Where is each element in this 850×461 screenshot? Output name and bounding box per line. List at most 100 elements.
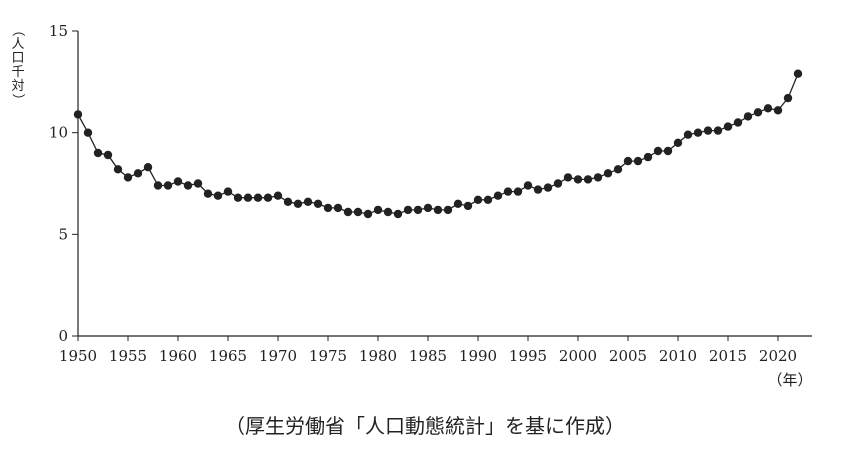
data-point — [193, 179, 203, 188]
data-point — [613, 165, 623, 174]
data-point — [403, 205, 413, 215]
data-point — [653, 146, 663, 156]
y-tick-label: 5 — [58, 225, 68, 243]
data-point — [383, 207, 393, 217]
data-point — [343, 207, 353, 217]
x-tick-label: 1965 — [209, 347, 247, 365]
x-ticks: 1950 1955 1960 1965 1970 1975 1980 1985 1990 1995… — [59, 336, 797, 365]
data-point — [603, 169, 613, 178]
data-point — [143, 163, 153, 172]
data-point — [323, 203, 333, 213]
data-point — [153, 181, 163, 190]
data-point — [743, 112, 753, 121]
data-point — [123, 173, 133, 182]
data-point — [183, 181, 193, 190]
data-point — [583, 175, 593, 184]
x-tick-label: 1980 — [359, 347, 397, 365]
data-point — [133, 169, 143, 178]
data-point — [763, 104, 773, 113]
source-note: （厚生労働省「人口動態統計」を基に作成） — [225, 414, 625, 438]
data-point — [423, 203, 433, 213]
data-point — [623, 156, 633, 166]
data-point — [593, 173, 603, 182]
data-point — [673, 138, 683, 147]
y-tick-label: 0 — [58, 327, 68, 345]
data-point — [413, 205, 423, 215]
data-point — [513, 187, 523, 196]
data-point — [663, 146, 673, 156]
data-point — [643, 152, 653, 162]
x-tick-label: 1955 — [109, 347, 147, 365]
x-tick-label: 1975 — [309, 347, 347, 365]
x-tick-label: 2020 — [759, 347, 797, 365]
data-point — [543, 183, 553, 192]
y-label-char: 人 — [11, 37, 24, 52]
data-point — [773, 106, 783, 115]
x-unit-label: （年） — [767, 371, 812, 389]
x-tick-label: 2015 — [709, 347, 747, 365]
data-point — [783, 93, 793, 103]
data-point — [703, 126, 713, 135]
data-point — [463, 201, 473, 211]
data-point — [293, 199, 303, 208]
y-tick-label: 10 — [49, 124, 68, 142]
y-tick-label: 15 — [49, 22, 68, 40]
data-point — [753, 108, 763, 117]
data-point — [473, 195, 483, 204]
axes — [77, 31, 812, 337]
series-line — [77, 73, 799, 215]
x-tick-label: 2000 — [559, 347, 597, 365]
x-tick-label: 2005 — [609, 347, 647, 365]
y-label-char: ） — [10, 93, 25, 106]
y-label-char: 口 — [11, 51, 24, 66]
data-point — [733, 118, 743, 127]
data-point — [83, 128, 93, 137]
data-point — [363, 209, 373, 219]
data-point — [693, 128, 703, 137]
data-point — [523, 181, 533, 190]
data-point — [483, 195, 493, 204]
data-point — [233, 193, 243, 202]
data-point — [93, 148, 103, 158]
data-point — [793, 69, 803, 78]
data-point — [333, 203, 343, 213]
data-point — [213, 191, 223, 200]
data-point — [533, 185, 543, 194]
x-tick-label: 1990 — [459, 347, 497, 365]
data-point — [573, 175, 583, 184]
data-point — [553, 179, 563, 188]
x-tick-label: 1970 — [259, 347, 297, 365]
data-point — [713, 126, 723, 135]
data-point — [103, 150, 113, 160]
x-tick-label: 1995 — [509, 347, 547, 365]
data-point — [73, 110, 83, 119]
data-point — [723, 122, 733, 131]
data-point — [303, 197, 313, 206]
data-point — [393, 209, 403, 219]
data-point — [353, 207, 363, 217]
x-tick-label: 1960 — [159, 347, 197, 365]
data-point — [433, 205, 443, 215]
y-label-char: （ — [10, 23, 25, 36]
data-point — [253, 193, 263, 202]
data-point — [493, 191, 503, 200]
y-label-char: 千 — [11, 65, 24, 80]
data-points — [73, 69, 803, 219]
data-point — [173, 177, 183, 186]
x-tick-label: 2010 — [659, 347, 697, 365]
y-ticks: 0 5 10 15 — [49, 22, 78, 345]
data-point — [263, 193, 273, 202]
data-point — [503, 187, 513, 196]
data-point — [163, 181, 173, 190]
x-tick-label: 1950 — [59, 347, 97, 365]
data-point — [223, 187, 233, 196]
data-point — [683, 130, 693, 139]
data-point — [113, 165, 123, 174]
data-point — [313, 199, 323, 208]
data-point — [563, 173, 573, 182]
data-point — [283, 197, 293, 206]
data-point — [203, 189, 213, 198]
data-point — [633, 156, 643, 166]
